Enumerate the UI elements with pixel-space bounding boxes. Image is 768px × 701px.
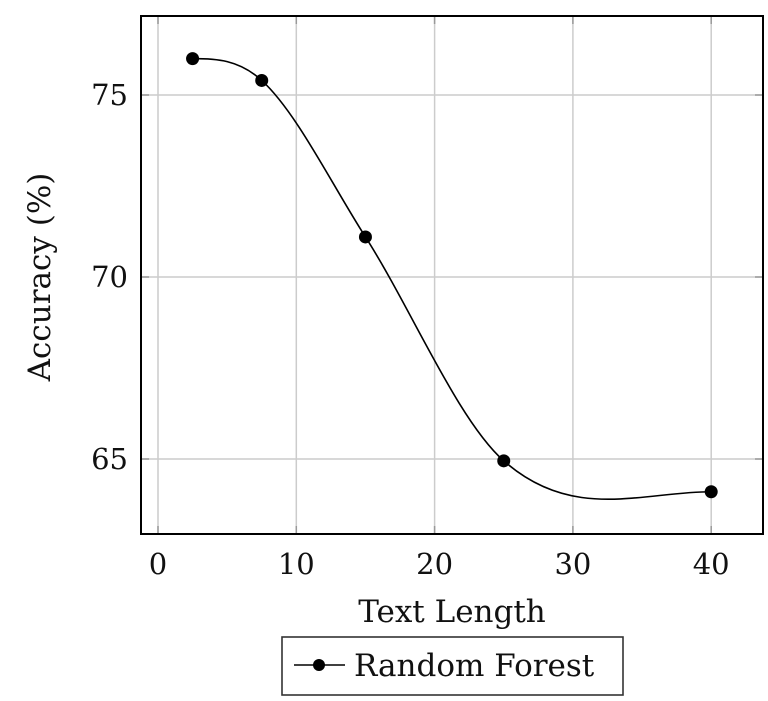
x-tick-label: 30 bbox=[554, 547, 591, 581]
data-point bbox=[186, 52, 200, 66]
x-tick-label: 10 bbox=[278, 547, 315, 581]
series-line-random-forest bbox=[192, 57, 712, 501]
x-tick-label: 0 bbox=[149, 547, 167, 581]
plot-frame bbox=[140, 15, 764, 535]
series-markers bbox=[186, 52, 718, 499]
y-tick-label: 65 bbox=[91, 442, 128, 476]
x-axis-label: Text Length bbox=[358, 594, 546, 630]
legend-marker-icon bbox=[313, 659, 325, 671]
legend: Random Forest bbox=[281, 636, 624, 696]
legend-label: Random Forest bbox=[354, 648, 595, 684]
data-point bbox=[358, 230, 372, 244]
x-tick-label: 20 bbox=[416, 547, 453, 581]
data-point bbox=[255, 73, 269, 87]
grid-lines bbox=[141, 16, 763, 534]
data-point bbox=[497, 454, 511, 468]
axis-ticks bbox=[141, 16, 763, 534]
legend-box bbox=[281, 636, 624, 696]
y-axis-label: Accuracy (%) bbox=[22, 173, 58, 383]
x-tick-labels: 0 10 20 30 40 bbox=[149, 547, 730, 581]
x-tick-label: 40 bbox=[693, 547, 730, 581]
data-point bbox=[704, 485, 718, 499]
y-tick-label: 70 bbox=[91, 260, 128, 294]
y-tick-labels: 65 70 75 bbox=[91, 78, 128, 476]
y-tick-label: 75 bbox=[91, 78, 128, 112]
